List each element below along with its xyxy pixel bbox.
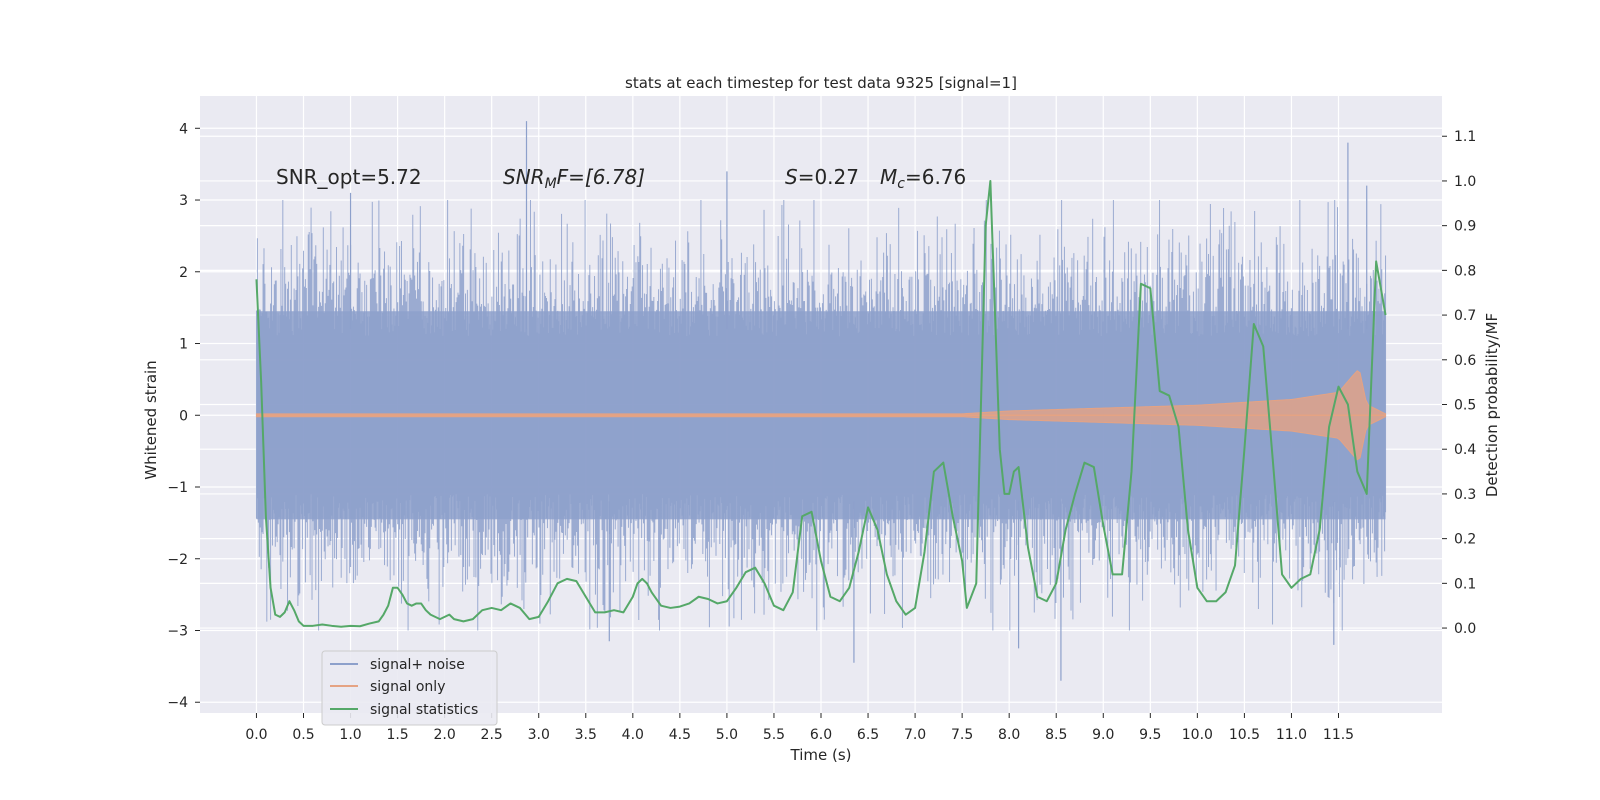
chart-title: stats at each timestep for test data 932… [625,74,1017,92]
noise-extreme-peaks [349,121,1368,681]
x-tick-label: 9.5 [1139,727,1161,743]
x-tick-label: 6.5 [857,727,879,743]
annotation-mc: Mc=6.76 [880,165,966,192]
s-value: =0.27 [798,165,859,189]
legend-label-signal-statistics: signal statistics [370,702,478,718]
y-right-tick-label: 0.6 [1454,353,1476,369]
y-left-tick-label: −4 [167,695,188,711]
y-left-tick-label: 0 [179,408,188,424]
x-tick-label: 7.5 [951,727,973,743]
y-right-tick-label: 0.1 [1454,576,1476,592]
x-tick-label: 10.0 [1182,727,1213,743]
y-right-tick-label: 0.8 [1454,263,1476,279]
s-variable: S [785,165,798,189]
y-right-tick-label: 1.0 [1454,174,1476,190]
y-right-axis-ticks: 0.0 0.1 0.2 0.3 0.4 0.5 0.6 0.7 0.8 0.9 1.0 1.1 [1442,129,1476,637]
y-left-tick-label: 1 [179,337,188,353]
y-right-tick-label: 0.4 [1454,442,1476,458]
x-axis-label: Time (s) [790,746,852,764]
x-tick-label: 4.0 [622,727,644,743]
x-tick-label: 11.5 [1323,727,1354,743]
y-right-tick-label: 0.3 [1454,487,1476,503]
y-left-tick-label: −2 [167,552,188,568]
x-tick-label: 10.5 [1229,727,1260,743]
x-tick-label: 7.0 [904,727,926,743]
mc-subscript: c [897,176,905,192]
x-tick-label: 0.0 [245,727,267,743]
x-tick-label: 1.5 [386,727,408,743]
mc-base: M [880,165,897,189]
y-left-tick-label: 2 [179,265,188,281]
x-tick-label: 1.0 [339,727,361,743]
y-left-axis-ticks: −4 −3 −2 −1 0 1 2 3 4 [167,121,200,711]
y-left-tick-label: 3 [179,193,188,209]
legend-label-signal-only: signal only [370,679,445,695]
x-tick-label: 2.5 [481,727,503,743]
y-left-tick-label: −1 [167,480,188,496]
y-right-axis-label: Detection probability/MF [1483,313,1501,497]
y-left-tick-label: 4 [179,121,188,137]
y-right-tick-label: 0.9 [1454,219,1476,235]
x-tick-label: 8.0 [998,727,1020,743]
legend: signal+ noise signal only signal statist… [321,650,498,726]
y-right-tick-label: 0.0 [1454,621,1476,637]
y-right-tick-label: 0.2 [1454,532,1476,548]
mc-value: =6.76 [905,165,966,189]
x-tick-label: 2.0 [434,727,456,743]
x-tick-label: 0.5 [292,727,314,743]
annotation-snr-opt: SNR_opt=5.72 [276,165,422,189]
annotation-s: S=0.27 [785,165,859,189]
y-left-axis-label: Whitened strain [142,360,160,479]
x-tick-label: 3.5 [575,727,597,743]
legend-label-signal-noise: signal+ noise [370,657,465,673]
y-right-tick-label: 0.5 [1454,398,1476,414]
y-right-tick-label: 0.7 [1454,308,1476,324]
x-tick-label: 4.5 [669,727,691,743]
series-signal-only [255,370,1387,461]
snr-mf-subscript: M [545,176,557,192]
x-tick-label: 9.0 [1092,727,1114,743]
snr-mf-base: SNR [503,165,545,189]
y-left-tick-label: −3 [167,623,188,639]
y-right-tick-label: 1.1 [1454,129,1476,145]
legend-box [321,650,498,726]
x-tick-label: 3.0 [528,727,550,743]
x-tick-label: 5.0 [716,727,738,743]
x-tick-label: 6.0 [810,727,832,743]
x-tick-label: 8.5 [1045,727,1067,743]
statistics-line [255,179,1387,628]
x-axis-ticks: 0.0 0.5 1.0 1.5 2.0 2.5 3.0 3.5 4.0 4.5 5.0 5.5 6.0 6… [245,713,1354,743]
x-tick-label: 5.5 [763,727,785,743]
annotation-snr-mf: SNRMF=[6.78] [503,165,645,192]
snr-mf-tail: F=[6.78] [557,165,645,189]
series-signal-statistics [255,179,1387,628]
x-tick-label: 11.0 [1276,727,1307,743]
